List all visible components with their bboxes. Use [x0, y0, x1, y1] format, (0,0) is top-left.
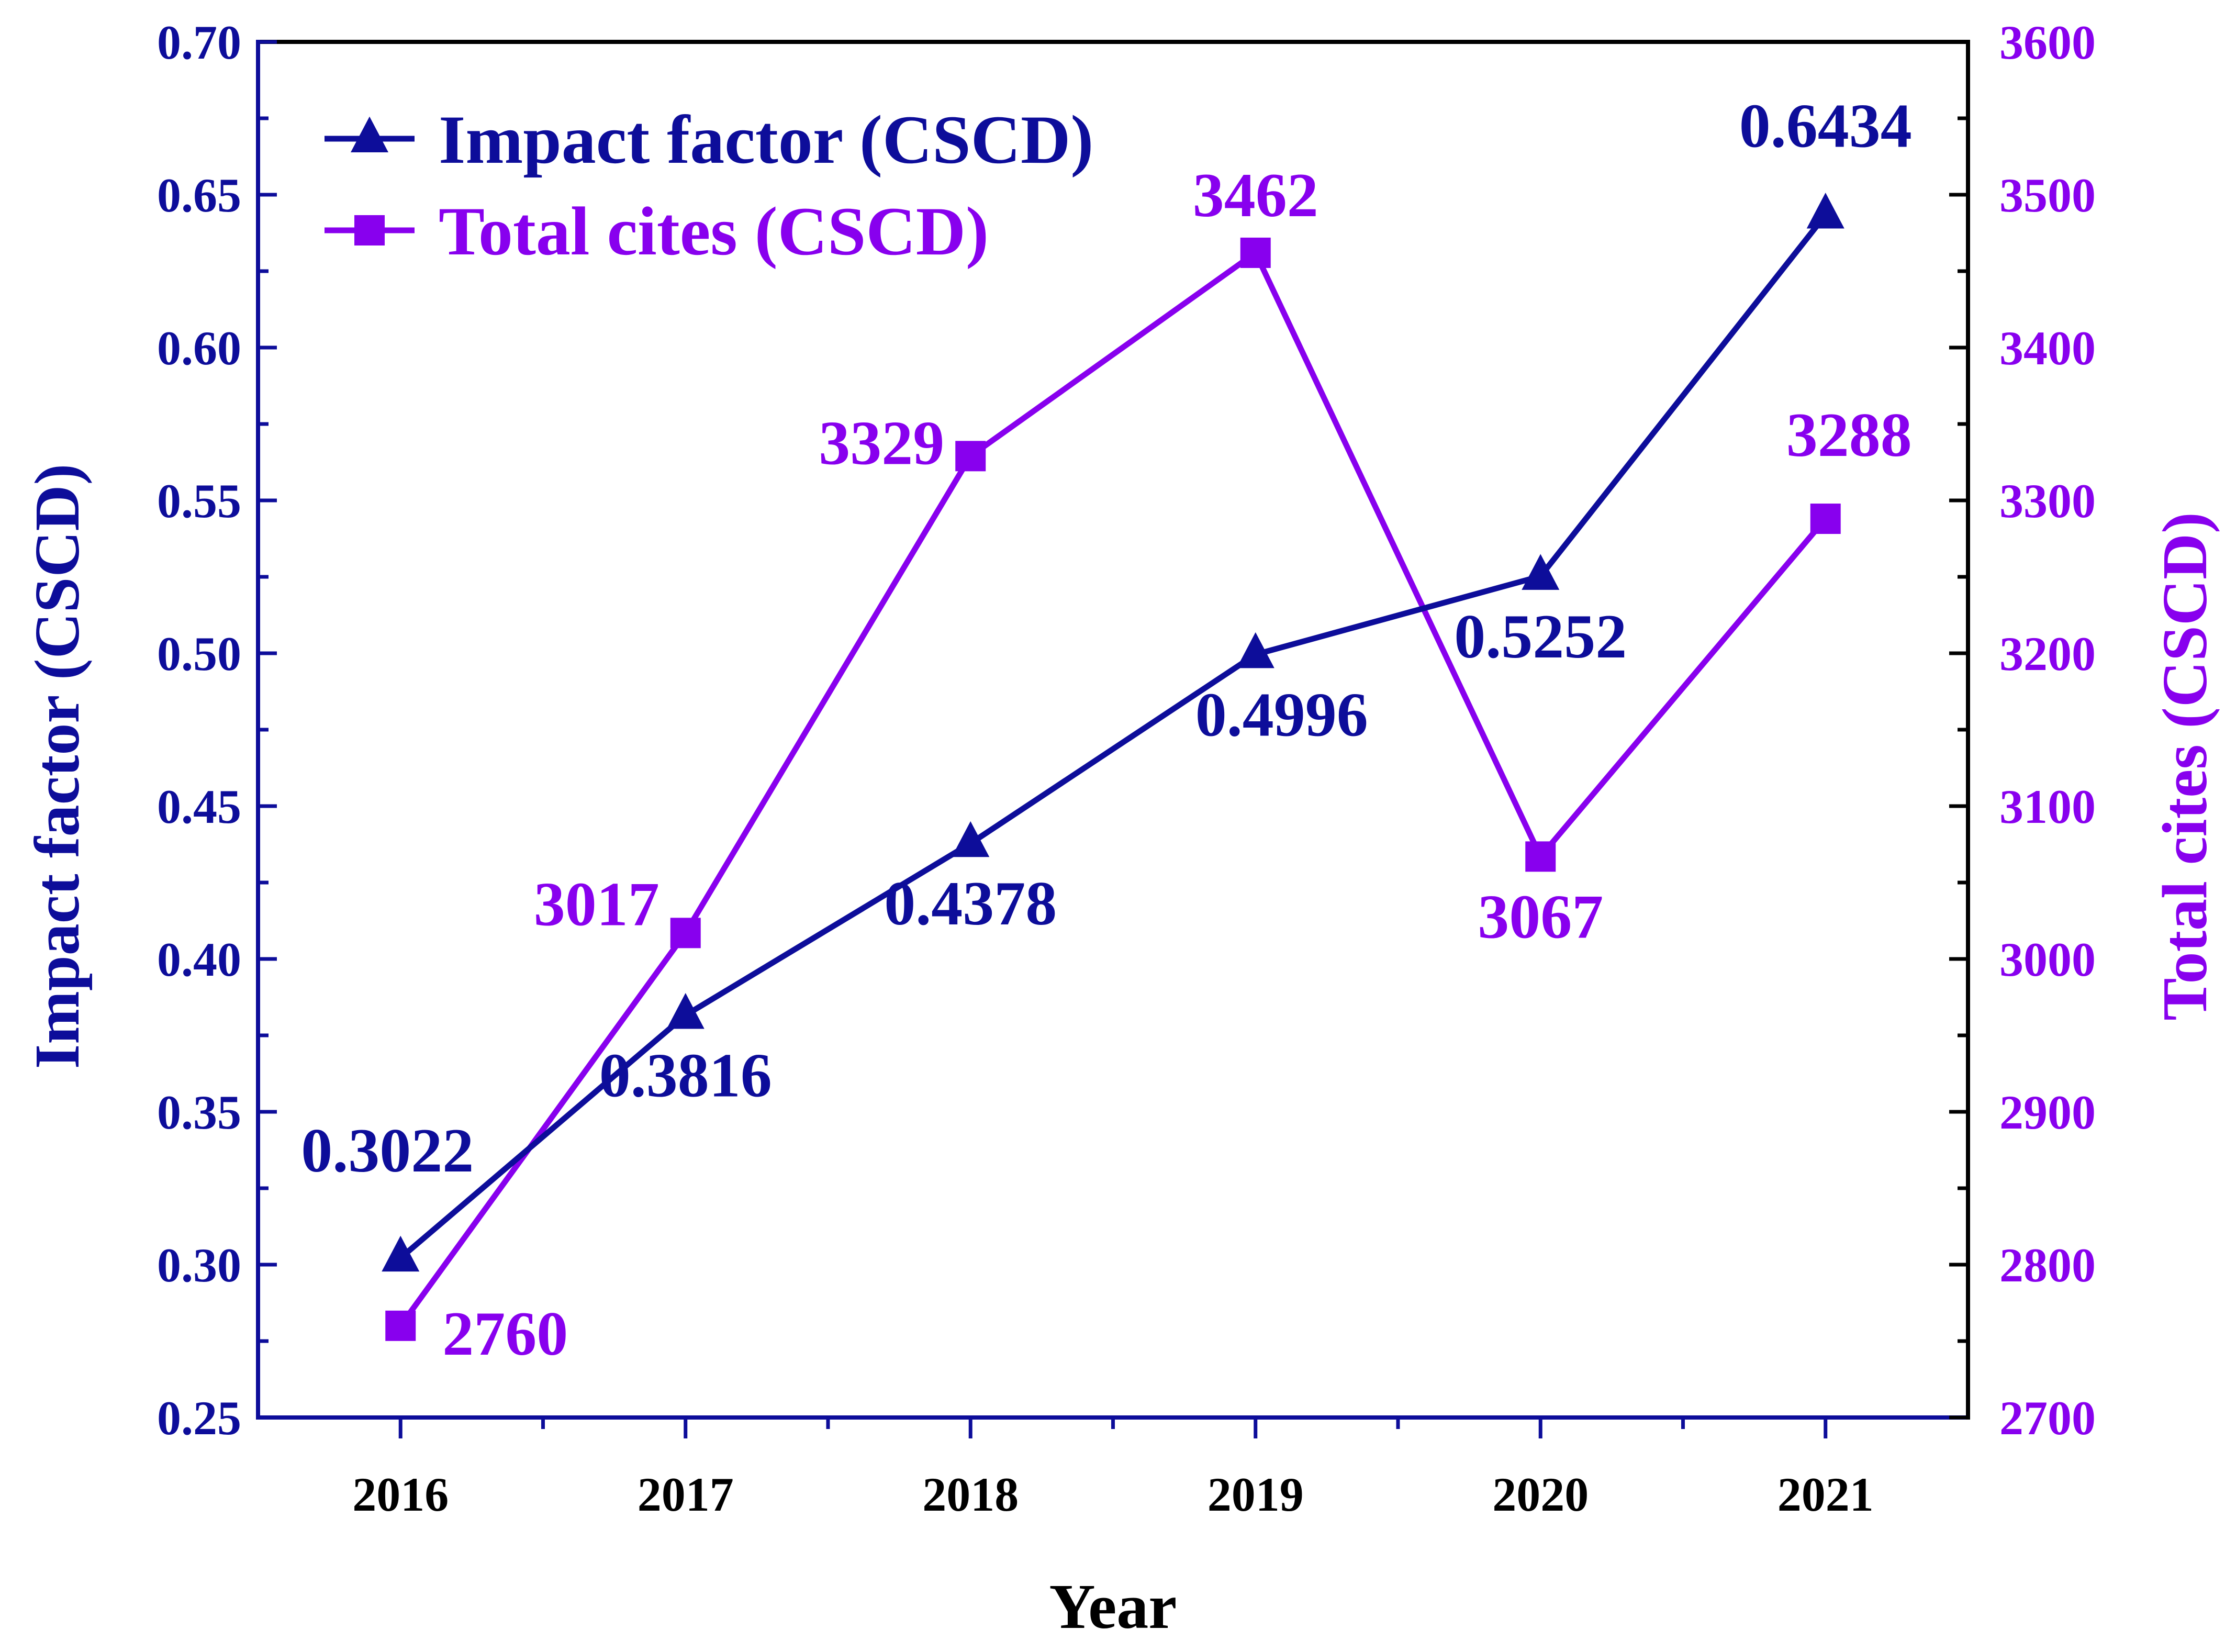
left-tick-label: 0.60 [157, 321, 241, 375]
x-tick-label: 2020 [1492, 1468, 1589, 1521]
legend-square-marker [354, 215, 385, 245]
left-tick-label: 0.35 [157, 1086, 241, 1139]
impact-factor-point [1522, 554, 1560, 590]
left-tick-label: 0.50 [157, 627, 241, 680]
impact-factor-data-label: 0.4996 [1195, 679, 1368, 749]
right-tick-label: 2800 [1999, 1238, 2096, 1292]
left-tick-label: 0.45 [157, 780, 241, 833]
legend-triangle-marker [351, 116, 388, 152]
x-tick-label: 2016 [352, 1468, 449, 1521]
impact-factor-data-label: 0.5252 [1454, 601, 1627, 671]
legend-label: Total cites (CSCD) [439, 193, 989, 270]
total-cites-line [398, 250, 1828, 1328]
total-cites-point [670, 918, 701, 948]
x-tick-label: 2021 [1777, 1468, 1874, 1521]
left-tick-label: 0.70 [157, 16, 241, 69]
right-tick-label: 3000 [1999, 933, 2096, 986]
total-cites-data-label: 2760 [442, 1299, 568, 1368]
right-tick-label: 3100 [1999, 780, 2096, 833]
impact-factor-data-label: 0.4378 [884, 868, 1057, 938]
left-tick-label: 0.55 [157, 474, 241, 528]
impact-factor-point [952, 821, 990, 857]
total-cites-point [1240, 237, 1271, 268]
total-cites-point [1810, 504, 1841, 534]
right-tick-label: 3600 [1999, 16, 2096, 69]
left-tick-label: 0.40 [157, 933, 241, 986]
impact-factor-data-label: 0.3022 [301, 1115, 474, 1185]
impact-factor-data-label: 0.6434 [1739, 91, 1912, 161]
right-tick-label: 3400 [1999, 321, 2096, 375]
impact-factor-point [1806, 193, 1844, 229]
total-cites-point [385, 1310, 416, 1341]
impact-factor-point [382, 1235, 420, 1272]
right-tick-label: 2700 [1999, 1391, 2096, 1445]
left-tick-label: 0.25 [157, 1391, 241, 1445]
x-tick-label: 2017 [638, 1468, 734, 1521]
total-cites-data-label: 3329 [819, 408, 944, 477]
left-axis-title: Impact factor (CSCD) [22, 464, 93, 1069]
legend-label: Impact factor (CSCD) [439, 101, 1093, 178]
x-tick-label: 2019 [1207, 1468, 1304, 1521]
right-tick-label: 3500 [1999, 169, 2096, 222]
total-cites-data-label: 3067 [1478, 881, 1603, 951]
right-tick-label: 2900 [1999, 1086, 2096, 1139]
total-cites-data-label: 3288 [1786, 400, 1912, 470]
left-tick-label: 0.30 [157, 1238, 241, 1292]
left-tick-label: 0.65 [157, 169, 241, 222]
impact-factor-point [1236, 632, 1274, 668]
impact-factor-data-label: 0.3816 [599, 1040, 772, 1110]
total-cites-point [955, 441, 986, 472]
right-tick-label: 3300 [1999, 474, 2096, 528]
impact-factor-line [398, 213, 1828, 1260]
x-axis-title: Year [1049, 1571, 1177, 1642]
impact-factor-point [666, 993, 705, 1029]
x-tick-label: 2018 [922, 1468, 1019, 1521]
total-cites-point [1525, 841, 1556, 872]
total-cites-data-label: 3462 [1193, 160, 1318, 230]
right-tick-label: 3200 [1999, 627, 2096, 680]
right-axis-title: Total cites (CSCD) [2150, 512, 2220, 1020]
total-cites-data-label: 3017 [534, 869, 659, 939]
